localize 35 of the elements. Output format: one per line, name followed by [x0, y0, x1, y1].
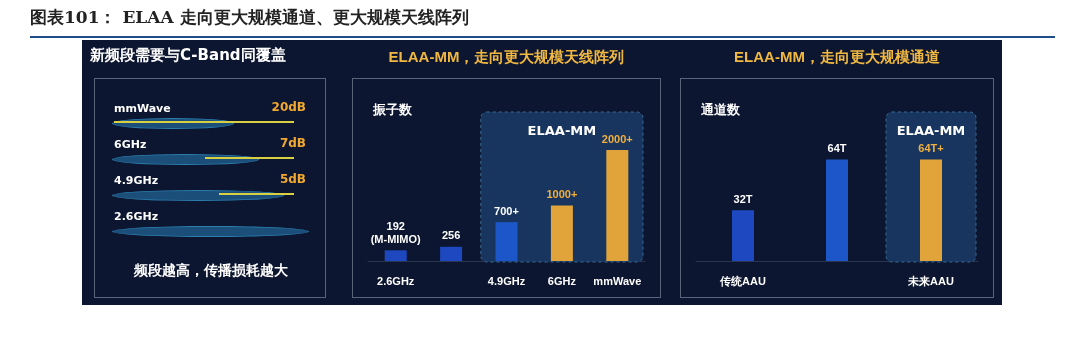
- x-tick-label: 未来AAU: [907, 274, 954, 287]
- chart-title: ELAA-MM，走向更大规模通道: [734, 48, 941, 65]
- data-label: 64T+: [918, 142, 944, 155]
- text: 新频段需要与C-Band同覆盖: [90, 46, 286, 65]
- data-label: 1000+: [546, 188, 578, 200]
- bar: [384, 250, 407, 261]
- y-axis-title: 振子数: [372, 102, 413, 117]
- bar: [606, 150, 629, 261]
- data-label: 5dB: [279, 172, 306, 186]
- data-label: 192 (M-MIMO): [370, 219, 422, 245]
- x-tick-label: 传统AAU: [719, 274, 766, 287]
- chart-title: ELAA-MM，走向更大规模天线阵列: [388, 48, 625, 65]
- band-label: ELAA-MM: [896, 123, 966, 138]
- category-label: 2.6GHz: [114, 210, 159, 223]
- category-label: mmWave: [114, 102, 171, 115]
- bar: [440, 246, 463, 261]
- data-label: 2000+: [601, 132, 633, 145]
- data-label: 256: [441, 229, 461, 242]
- y-axis-title: 通道数: [700, 102, 741, 117]
- data-label: 700+: [494, 204, 519, 217]
- bar: [495, 222, 518, 261]
- x-tick-label: 4.9GHz: [487, 274, 526, 287]
- text: 频段越高，传播损耗越大: [133, 262, 289, 280]
- x-tick-label: 2.6GHz: [377, 274, 415, 287]
- data-label: 64T: [827, 142, 847, 155]
- band-label: ELAA-MM: [527, 123, 597, 138]
- bar: [550, 205, 573, 261]
- text: 图表101： ELAA 走向更大规模通道、更大规模天线阵列: [30, 6, 469, 29]
- data-label: 7dB: [279, 136, 306, 150]
- x-tick-label: mmWave: [593, 274, 642, 287]
- x-tick-label: 6GHz: [547, 274, 577, 287]
- data-label: 20dB: [271, 100, 306, 114]
- category-label: 6GHz: [114, 138, 147, 151]
- data-label: 32T: [733, 192, 753, 205]
- category-label: 4.9GHz: [114, 174, 159, 187]
